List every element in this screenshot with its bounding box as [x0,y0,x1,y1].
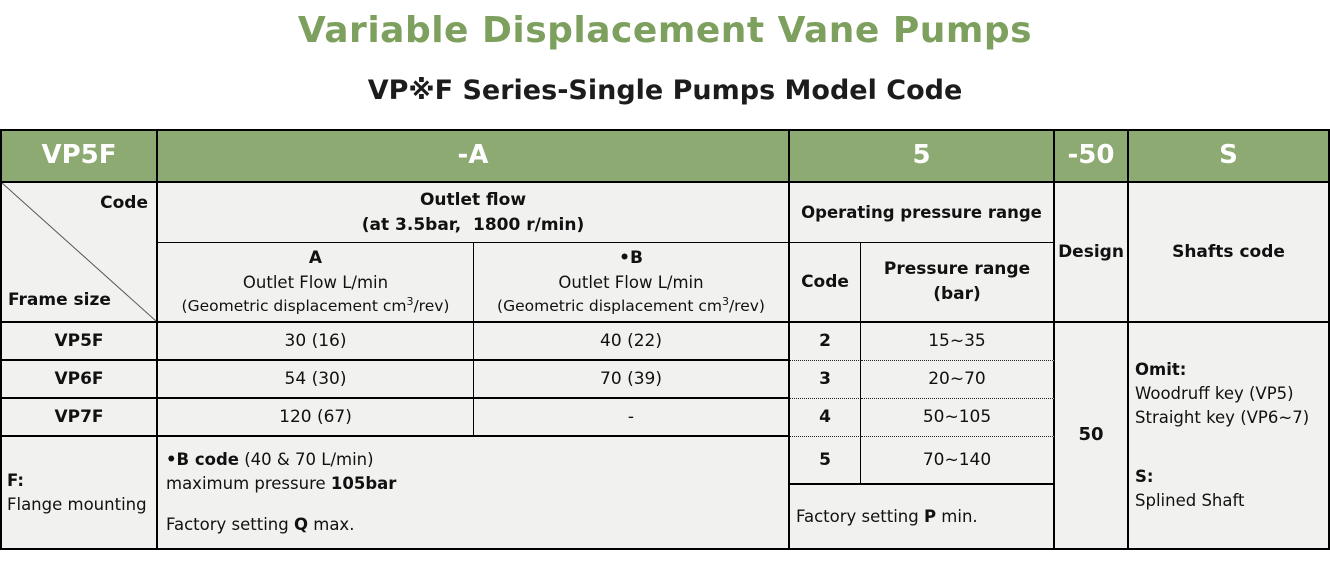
diagonal-header-cell: Code Frame size [2,183,158,323]
frame-row-b-value: 70 (39) [474,361,790,399]
shaft-omit-label: Omit: [1135,359,1187,379]
header-col-b: •B Outlet Flow L/min (Geometric displace… [474,243,790,323]
header-code-label: Code [100,193,148,213]
pressure-row-range: 15~35 [861,323,1055,361]
frame-row-b-value: - [474,399,790,437]
page: Variable Displacement Vane Pumps VP※F Se… [0,10,1330,550]
pressure-range-line2: (bar) [933,284,981,304]
pressure-range-line1: Pressure range [883,259,1031,280]
mounting-note: F: Flange mounting [2,437,158,548]
col-b-flow: Outlet Flow L/min [558,273,704,293]
frame-row-a-value: 54 (30) [158,361,474,399]
frame-row-a-value: 30 (16) [158,323,474,361]
model-code-outlet: -A [158,131,790,183]
col-b-code: •B [619,248,643,269]
model-code-table: VP5F -A 5 -50 S Code Frame size Outlet f… [0,129,1330,550]
mounting-desc: Flange mounting [7,494,147,514]
outlet-flow-title: Outlet flow [419,189,527,210]
header-col-a: A Outlet Flow L/min (Geometric displacem… [158,243,474,323]
frame-row-label: VP5F [2,323,158,361]
model-code-shaft: S [1129,131,1328,183]
frame-row-a-value: 120 (67) [158,399,474,437]
factory-setting-q: Factory setting Q max. [166,515,355,535]
pressure-row-range: 70~140 [861,437,1055,485]
model-code-frame: VP5F [2,131,158,183]
model-code-pressure: 5 [790,131,1055,183]
pressure-row-code: 4 [790,399,861,437]
col-a-geometric: (Geometric displacement cm3/rev) [181,294,450,316]
header-frame-size-label: Frame size [8,290,111,311]
b-code-line: •B code (40 & 70 L/min) [166,449,374,469]
header-outlet-flow: Outlet flow (at 3.5bar, 1800 r/min) [158,183,790,243]
pressure-row-code: 2 [790,323,861,361]
diagonal-line [2,183,156,321]
shaft-omit-key2: Straight key (VP6~7) [1135,407,1310,427]
page-subtitle: VP※F Series-Single Pumps Model Code [367,75,963,106]
col-a-flow: Outlet Flow L/min [242,273,389,293]
header-design: Design [1055,183,1129,323]
max-pressure-line: maximum pressure 105bar [166,473,397,493]
outlet-flow-condition: (at 3.5bar, 1800 r/min) [361,214,585,235]
mounting-code: F: [7,470,24,490]
header-pressure-range: Pressure range (bar) [861,243,1055,323]
shaft-s-desc: Splined Shaft [1135,491,1245,511]
pressure-row-code: 3 [790,361,861,399]
model-code-design: -50 [1055,131,1129,183]
frame-row-b-value: 40 (22) [474,323,790,361]
header-operating-pressure: Operating pressure range [790,183,1055,243]
page-title: Variable Displacement Vane Pumps [297,10,1033,51]
design-value: 50 [1055,323,1129,548]
header-shafts-code: Shafts code [1129,183,1328,323]
col-b-geometric: (Geometric displacement cm3/rev) [497,294,765,316]
pressure-row-range: 50~105 [861,399,1055,437]
col-a-code: A [308,248,323,269]
factory-setting-p: Factory setting P min. [790,485,1055,548]
frame-row-label: VP6F [2,361,158,399]
b-code-note: •B code (40 & 70 L/min) maximum pressure… [158,437,790,548]
shaft-info: Omit: Woodruff key (VP5) Straight key (V… [1129,323,1328,548]
frame-row-label: VP7F [2,399,158,437]
pressure-row-range: 20~70 [861,361,1055,399]
shaft-s-label: S: [1135,467,1154,487]
shaft-omit-key1: Woodruff key (VP5) [1135,383,1294,403]
header-pressure-code: Code [790,243,861,323]
pressure-row-code: 5 [790,437,861,485]
